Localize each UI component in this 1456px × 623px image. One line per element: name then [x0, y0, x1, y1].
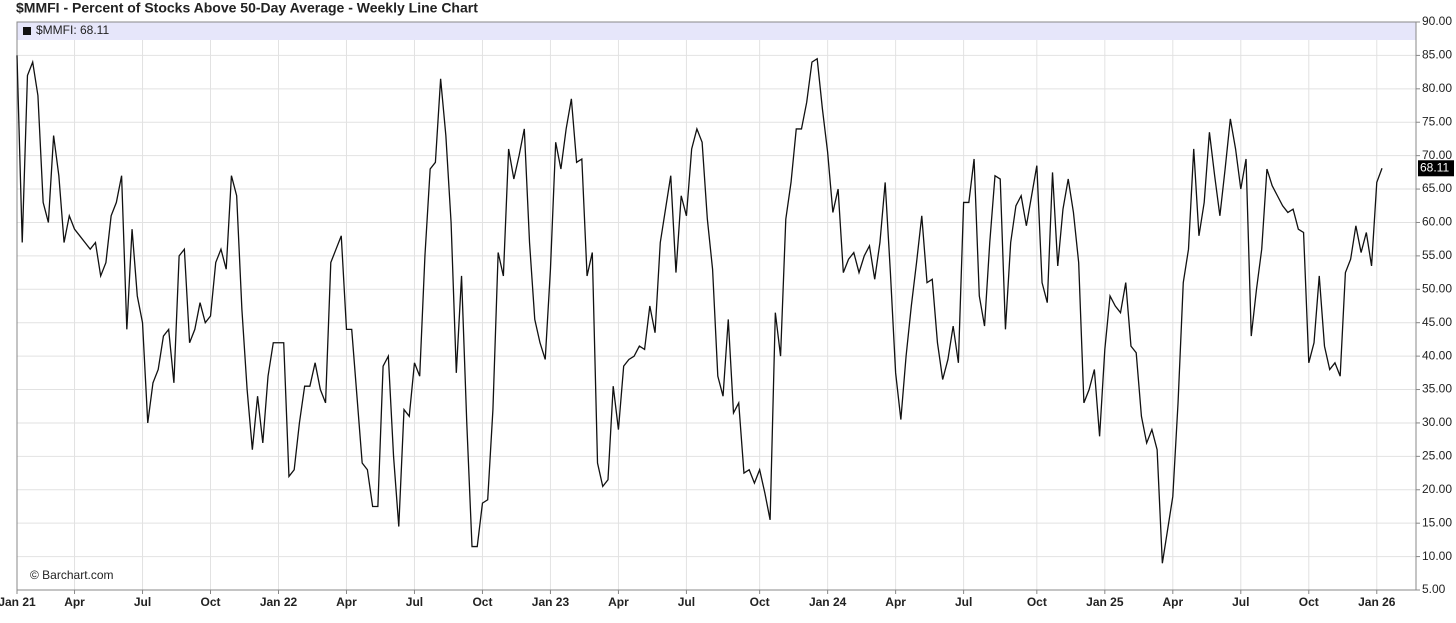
- y-tick-label: 50.00: [1422, 281, 1452, 295]
- x-tick-label: Oct: [1027, 595, 1047, 609]
- y-tick-label: 30.00: [1422, 415, 1452, 429]
- x-tick-label: Jul: [678, 595, 695, 609]
- x-tick-label: Jan 21: [0, 595, 36, 609]
- credit: © Barchart.com: [30, 568, 114, 582]
- last-value-label: 68.11: [1420, 160, 1449, 174]
- y-tick-label: 45.00: [1422, 315, 1452, 329]
- x-tick-label: Apr: [64, 595, 85, 609]
- y-tick-label: 15.00: [1422, 515, 1452, 529]
- y-tick-label: 55.00: [1422, 248, 1452, 262]
- y-tick-label: 90.00: [1422, 14, 1452, 28]
- x-tick-label: Jan 24: [809, 595, 847, 609]
- x-tick-label: Apr: [885, 595, 906, 609]
- x-tick-label: Oct: [1299, 595, 1319, 609]
- chart-title: $MMFI - Percent of Stocks Above 50-Day A…: [16, 0, 478, 16]
- x-tick-label: Jan 23: [532, 595, 570, 609]
- y-tick-label: 80.00: [1422, 81, 1452, 95]
- x-tick-label: Jul: [134, 595, 151, 609]
- x-tick-label: Apr: [1162, 595, 1183, 609]
- x-tick-label: Oct: [750, 595, 770, 609]
- y-tick-label: 5.00: [1422, 582, 1446, 596]
- x-tick-label: Oct: [200, 595, 220, 609]
- legend-band: [17, 22, 1416, 40]
- x-tick-label: Jul: [1232, 595, 1249, 609]
- x-tick-label: Jul: [955, 595, 972, 609]
- last-value-marker: [1418, 160, 1454, 177]
- x-tick-label: Jul: [406, 595, 423, 609]
- plot-frame: [16, 21, 1417, 591]
- y-tick-label: 25.00: [1422, 449, 1452, 463]
- y-tick-label: 70.00: [1422, 148, 1452, 162]
- x-tick-label: Oct: [472, 595, 492, 609]
- y-tick-label: 10.00: [1422, 549, 1452, 563]
- x-tick-label: Jan 25: [1086, 595, 1124, 609]
- grid: [16, 21, 1416, 591]
- legend-label: $MMFI: 68.11: [36, 23, 109, 37]
- x-tick-label: Jan 26: [1358, 595, 1396, 609]
- y-tick-label: 20.00: [1422, 482, 1452, 496]
- y-tick-label: 40.00: [1422, 348, 1452, 362]
- y-tick-label: 60.00: [1422, 215, 1452, 229]
- x-tick-label: Apr: [608, 595, 629, 609]
- legend-swatch: [23, 27, 31, 35]
- x-tick-label: Apr: [336, 595, 357, 609]
- y-tick-label: 85.00: [1422, 48, 1452, 62]
- y-tick-label: 35.00: [1422, 382, 1452, 396]
- y-tick-label: 75.00: [1422, 114, 1452, 128]
- data-line: [16, 55, 1383, 564]
- y-tick-label: 65.00: [1422, 181, 1452, 195]
- x-tick-label: Jan 22: [260, 595, 298, 609]
